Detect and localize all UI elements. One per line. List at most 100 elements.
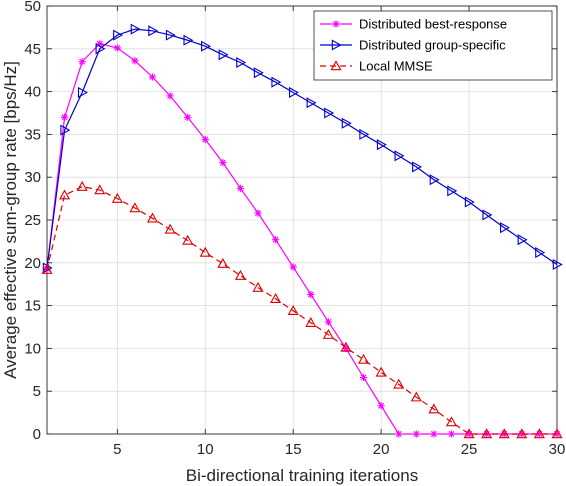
y-tick-label: 40: [24, 84, 41, 101]
legend-box: [313, 10, 553, 81]
data-point: [184, 113, 192, 121]
legend-marker: [331, 39, 342, 51]
legend-item: Local MMSE: [320, 59, 433, 74]
series-line: [46, 28, 558, 269]
data-point: [342, 344, 350, 352]
data-point: [447, 430, 456, 438]
data-point: [201, 40, 212, 52]
data-point: [465, 430, 473, 438]
series-line: [46, 185, 557, 435]
data-point: [148, 73, 157, 81]
data-point: [78, 58, 86, 66]
data-point: [359, 373, 368, 382]
data-point: [535, 430, 544, 438]
data-point: [272, 236, 280, 244]
y-tick-label: 5: [33, 383, 41, 400]
data-point: [113, 29, 124, 41]
data-point: [498, 428, 510, 439]
series-line: [46, 42, 557, 435]
data-point: [59, 189, 71, 200]
data-point: [306, 97, 317, 109]
legend-marker: [330, 60, 342, 71]
x-axis-label: Bi-directional training iterations: [186, 466, 418, 485]
data-point: [412, 430, 420, 438]
data-point: [60, 124, 71, 136]
data-point: [447, 185, 458, 197]
x-tick-label: 20: [373, 441, 390, 458]
legend-label: Distributed group-specific: [359, 38, 506, 53]
data-point: [340, 341, 352, 352]
data-point: [518, 430, 526, 438]
y-tick-label: 45: [24, 41, 41, 58]
data-point: [428, 403, 440, 414]
data-point: [166, 92, 174, 100]
data-point: [95, 43, 106, 55]
data-point: [113, 44, 121, 52]
y-tick-label: 50: [24, 0, 41, 15]
data-point: [464, 196, 475, 208]
data-point: [535, 246, 546, 259]
data-point: [131, 57, 139, 65]
data-point: [500, 222, 510, 234]
data-point: [551, 428, 563, 439]
data-point: [375, 366, 387, 377]
data-point: [393, 378, 405, 389]
data-point: [164, 223, 176, 234]
data-point: [288, 86, 299, 98]
y-tick-label: 15: [24, 298, 41, 315]
data-point: [254, 209, 262, 217]
data-point: [324, 318, 332, 326]
x-tick-label: 30: [549, 441, 566, 458]
data-point: [533, 428, 545, 439]
data-point: [271, 76, 282, 88]
y-tick-label: 20: [24, 255, 41, 272]
data-point: [60, 113, 69, 121]
legend-label: Local MMSE: [359, 59, 433, 74]
y-tick-label: 30: [24, 169, 41, 186]
legend-item: Distributed group-specific: [320, 38, 506, 53]
data-point: [41, 263, 53, 274]
data-point: [182, 234, 194, 245]
series-1: [42, 23, 563, 274]
data-point: [77, 86, 88, 98]
data-point: [307, 290, 315, 299]
data-point: [463, 428, 475, 439]
data-point: [201, 135, 209, 144]
data-point: [305, 316, 317, 327]
series-2: [41, 180, 563, 439]
data-point: [148, 25, 159, 37]
data-point: [94, 184, 106, 195]
data-point: [341, 117, 352, 129]
data-point: [217, 257, 229, 268]
x-tick-label: 25: [461, 441, 478, 458]
y-tick-label: 10: [24, 340, 41, 357]
data-point: [76, 180, 88, 191]
data-point: [410, 391, 422, 402]
data-point: [376, 139, 387, 151]
data-point: [165, 29, 176, 41]
data-point: [270, 293, 282, 303]
data-point: [481, 428, 493, 439]
y-tick-label: 25: [24, 212, 41, 229]
data-point: [377, 402, 385, 410]
y-tick-label: 35: [24, 126, 41, 143]
data-point: [429, 174, 440, 186]
data-point: [358, 353, 370, 364]
data-point: [287, 305, 299, 315]
data-point: [129, 202, 141, 213]
legend-item: Distributed best-response: [320, 17, 507, 32]
data-point: [552, 258, 563, 271]
ticks: 5 10 15 20 25 30 0 5 10 15 20 25 30 35 40 45 50: [24, 0, 565, 458]
data-point: [236, 56, 247, 69]
x-tick-label: 10: [197, 441, 214, 458]
data-point: [252, 281, 264, 292]
data-point: [146, 212, 159, 223]
data-point: [412, 161, 423, 173]
data-point: [183, 34, 194, 46]
data-point: [236, 184, 245, 192]
data-point: [482, 209, 493, 221]
data-point: [516, 428, 528, 439]
data-point: [199, 246, 211, 257]
series-0: [43, 40, 561, 438]
